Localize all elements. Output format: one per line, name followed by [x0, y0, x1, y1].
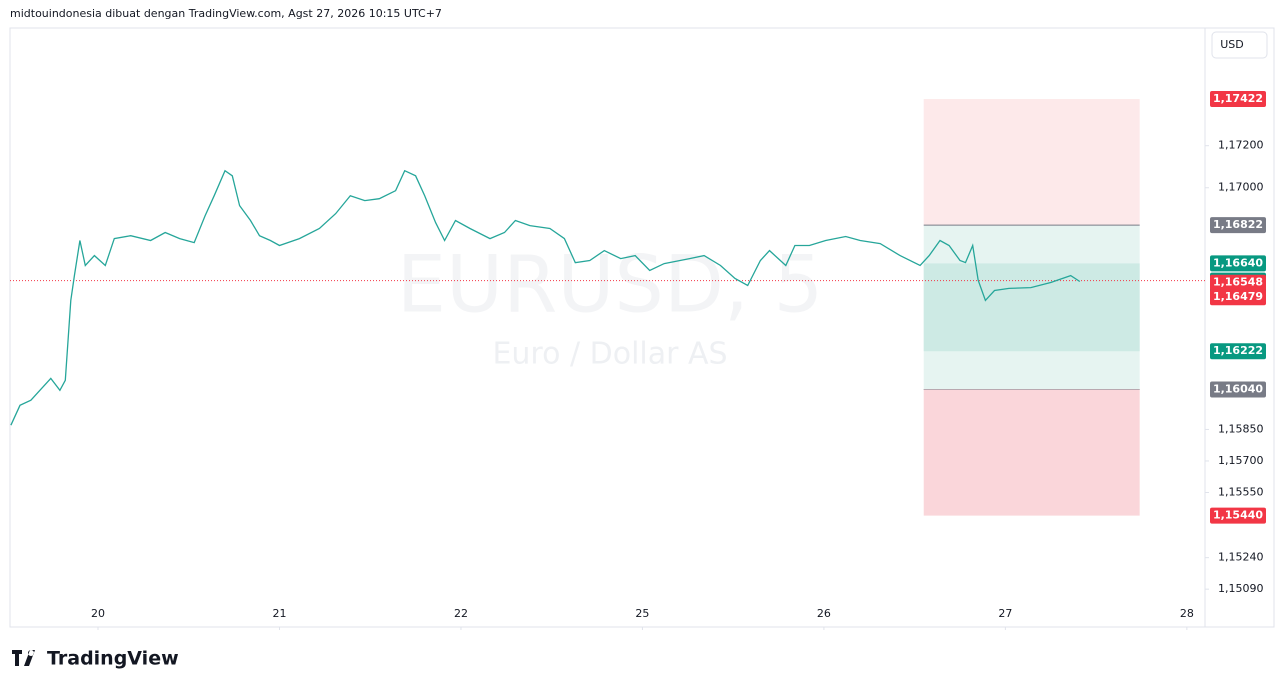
y-tick-label: 1,15090: [1218, 582, 1264, 595]
price-line-series: [10, 169, 1081, 426]
x-tick-label: 26: [817, 607, 831, 620]
price-label-box: [1210, 255, 1266, 272]
price-label: 1,17422: [1213, 92, 1263, 105]
y-tick-label: 1,15850: [1218, 422, 1264, 435]
x-tick-label: 20: [91, 607, 105, 620]
price-label-box: [1210, 91, 1266, 108]
y-tick-label: 1,15700: [1218, 454, 1264, 467]
logo: [12, 650, 35, 666]
x-tick-label: 27: [998, 607, 1012, 620]
price-label: 1,16222: [1213, 344, 1263, 357]
watermark-name: Euro / Dollar AS: [492, 337, 727, 372]
currency[interactable]: USD: [1220, 38, 1244, 51]
price-label: 1,16040: [1213, 383, 1263, 396]
price-label-box: [1210, 289, 1266, 306]
price-label: 1,16479: [1213, 290, 1263, 303]
x-tick-label: 22: [454, 607, 468, 620]
price-label: 1,16640: [1213, 256, 1263, 269]
price-label: 1,16822: [1213, 218, 1263, 231]
y-tick-label: 1,15240: [1218, 551, 1264, 564]
price-label-box: [1210, 381, 1266, 398]
x-tick-label: 28: [1180, 607, 1194, 620]
price-label-box: [1210, 217, 1266, 234]
y-tick-label: 1,17000: [1218, 181, 1264, 194]
x-tick-label: 25: [635, 607, 649, 620]
plot: [10, 99, 1205, 516]
price-label: 1,16548: [1213, 276, 1263, 289]
currency-button[interactable]: [1211, 31, 1268, 59]
position-zone: [923, 99, 1140, 226]
price-label-box: [1210, 274, 1266, 291]
price-label-box: [1210, 343, 1266, 360]
brand: TradingView: [47, 648, 179, 670]
price-label-box: [1210, 507, 1266, 524]
y-tick-label: 1,17200: [1218, 139, 1264, 152]
position-zone: [923, 389, 1140, 516]
position-zone: [923, 263, 1140, 352]
y-tick-label: 1,15550: [1218, 485, 1264, 498]
x-tick-label: 21: [272, 607, 286, 620]
price-label: 1,15440: [1213, 509, 1263, 522]
chart-title: midtouindonesia dibuat dengan TradingVie…: [10, 7, 442, 20]
logo-icon: [12, 650, 35, 666]
watermark-symbol: EURUSD, 5: [397, 240, 823, 330]
